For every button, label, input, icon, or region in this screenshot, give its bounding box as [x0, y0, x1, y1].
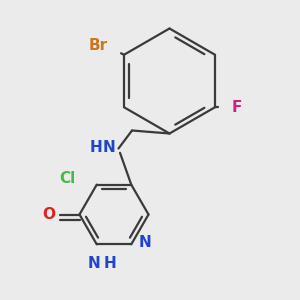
Text: F: F: [232, 100, 242, 115]
Text: Br: Br: [88, 38, 107, 53]
Text: N: N: [103, 140, 116, 154]
Text: N: N: [87, 256, 100, 272]
Text: H: H: [89, 140, 102, 154]
Text: Cl: Cl: [59, 171, 76, 186]
Text: H: H: [104, 256, 117, 272]
Text: O: O: [43, 207, 56, 222]
Text: N: N: [139, 236, 152, 250]
